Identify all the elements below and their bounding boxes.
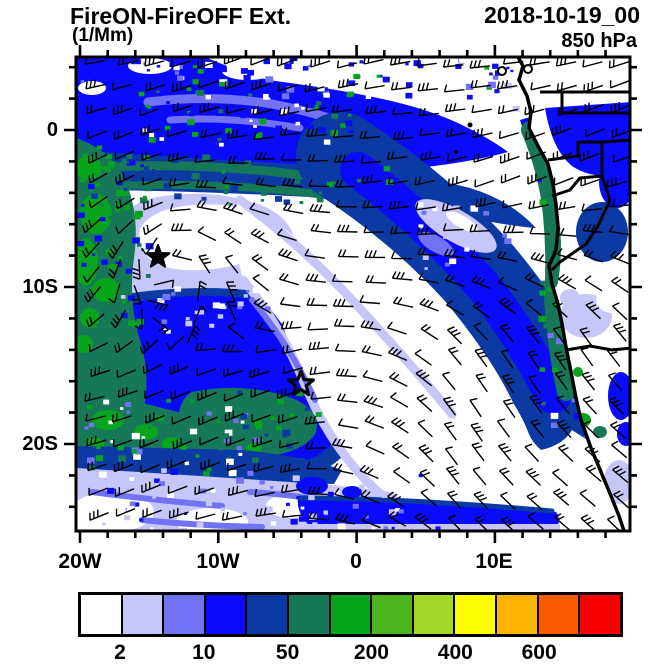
colorbar-cell-5 — [287, 595, 329, 634]
open-star-marker — [287, 369, 315, 397]
island-marker — [467, 122, 473, 128]
colorbar-label-600: 600 — [521, 641, 557, 664]
colorbar-label-400: 400 — [437, 641, 473, 664]
colorbar-label-200: 200 — [353, 641, 389, 664]
colorbar-label-2: 2 — [114, 641, 126, 664]
colorbar-cell-11 — [536, 595, 579, 634]
country-border — [601, 138, 630, 144]
x-axis-label-20w: 20W — [58, 550, 102, 573]
colorbar-cell-2 — [162, 595, 204, 634]
island-marker — [454, 150, 458, 154]
colorbar-cell-6 — [328, 595, 371, 634]
colorbar-cell-9 — [453, 595, 496, 634]
filled-star-marker — [145, 244, 171, 268]
colorbar-cell-4 — [245, 595, 288, 634]
colorbar-label-50: 50 — [275, 641, 300, 664]
x-axis-label-0: 0 — [350, 550, 362, 573]
country-border — [550, 175, 612, 272]
axis-ticks — [64, 45, 642, 543]
colorbar-cell-12 — [578, 595, 620, 634]
colorbar-label-10: 10 — [192, 641, 216, 664]
y-axis-label-0: 0 — [46, 119, 58, 141]
colorbar — [78, 592, 623, 637]
x-axis-label-10w: 10W — [196, 550, 240, 573]
colorbar-cell-7 — [370, 595, 412, 634]
colorbar-cell-8 — [411, 595, 454, 634]
x-axis-label-10e: 10E — [475, 550, 513, 573]
country-border — [547, 140, 604, 198]
map-frame — [74, 55, 632, 533]
colorbar-cell-3 — [203, 595, 246, 634]
y-axis-label-10s: 10S — [22, 276, 58, 298]
island-marker — [497, 66, 507, 76]
plot-pressure-level: 850 hPa — [561, 30, 637, 52]
country-border — [565, 344, 630, 352]
coastline — [516, 57, 626, 531]
y-axis-label-20s: 20S — [22, 433, 58, 455]
wind-barbs — [81, 57, 630, 531]
island-marker — [523, 64, 533, 74]
plot-units: (1/Mm) — [72, 25, 134, 46]
colorbar-cell-10 — [495, 595, 537, 634]
plot-datetime: 2018-10-19_00 — [483, 2, 640, 28]
colorbar-cell-1 — [120, 595, 163, 634]
country-border — [560, 92, 630, 115]
colorbar-cell-0 — [81, 595, 121, 634]
map-field — [76, 57, 630, 531]
plot-title: FireON-FireOFF Ext. — [70, 3, 292, 29]
